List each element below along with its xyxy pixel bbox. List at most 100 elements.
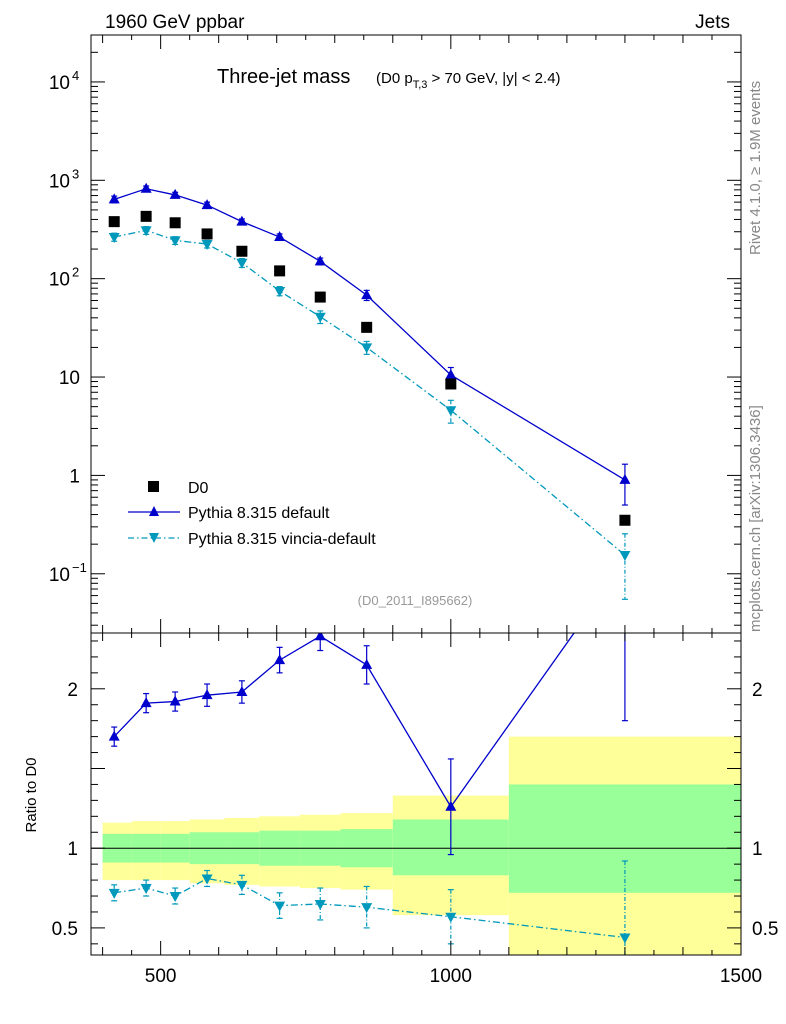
ratio-pythia-default-point xyxy=(140,697,152,708)
x-tick-label: 1000 xyxy=(430,966,472,987)
ratio-vincia-point xyxy=(236,880,248,891)
ratio-band-inner xyxy=(508,784,741,893)
chart-title: Three-jet mass xyxy=(217,66,350,88)
pythia-default-point xyxy=(619,473,631,484)
chart-subtitle-post: > 70 GeV, |y| < 2.4) xyxy=(427,70,560,87)
ratio-vincia-point xyxy=(108,888,120,899)
ratio-y-tick-label: 1 xyxy=(67,839,78,860)
ratio-ticks: 500 1000 1500 0.5 0.5 1 1 2 2 xyxy=(52,633,778,987)
ratio-y-tick-label-right: 0.5 xyxy=(752,919,778,940)
pythia-default-point xyxy=(201,199,213,210)
y-tick-label: 10 xyxy=(49,270,70,291)
ratio-y-tick-label-right: 2 xyxy=(752,680,763,701)
d0-point xyxy=(201,228,213,240)
d0-point xyxy=(619,514,631,526)
legend-marker-pythia-default xyxy=(149,506,159,516)
y-tick-exponent: 3 xyxy=(72,166,79,181)
ratio-vincia-point xyxy=(619,933,631,944)
vincia-point xyxy=(314,312,326,323)
vincia-point xyxy=(236,258,248,269)
ratio-pythia-default-point xyxy=(361,658,373,669)
mcplots-label: mcplots.cern.ch [arXiv:1306.3436] xyxy=(747,405,764,632)
chart-subtitle: (D0 pT,3 > 70 GeV, |y| < 2.4) xyxy=(376,70,561,91)
y-tick-label: 10 xyxy=(49,565,70,586)
ratio-vincia-point xyxy=(314,899,326,910)
d0-point xyxy=(140,210,152,222)
d0-point xyxy=(108,216,120,228)
pythia-default-point xyxy=(108,193,120,204)
chart-subtitle-sub: T,3 xyxy=(413,79,428,91)
d0-point xyxy=(445,378,457,390)
pythia-default-point xyxy=(361,289,373,300)
d0-point xyxy=(236,245,248,257)
vincia-point xyxy=(108,233,120,244)
ratio-pythia-default-point xyxy=(169,695,181,706)
pythia-default-line xyxy=(114,188,626,481)
chart-subtitle-pre: (D0 p xyxy=(376,70,413,87)
ratio-pythia-default-point xyxy=(236,685,248,696)
y-tick-exponent: 2 xyxy=(72,265,79,280)
ratio-y-tick-label-right: 1 xyxy=(752,839,763,860)
vincia-point xyxy=(140,226,152,237)
ratio-pythia-default-point xyxy=(314,633,326,641)
header-process-label: Jets xyxy=(695,12,730,33)
legend-marker-d0 xyxy=(148,481,159,492)
vincia-point xyxy=(201,240,213,251)
d0-point xyxy=(169,217,181,229)
legend-label-d0: D0 xyxy=(188,480,209,497)
vincia-point xyxy=(169,236,181,247)
vincia-point xyxy=(274,286,286,297)
legend-label-pythia-default: Pythia 8.315 default xyxy=(188,505,330,522)
ratio-vincia-point xyxy=(361,903,373,914)
ratio-vincia-line xyxy=(114,877,626,939)
vincia-point xyxy=(619,551,631,562)
ratio-frame xyxy=(90,632,742,956)
y-tick-label: 10 xyxy=(49,171,70,192)
ratio-vincia-point xyxy=(445,912,457,923)
y-tick-label: 10 xyxy=(49,73,70,94)
pythia-default-point xyxy=(140,182,152,193)
main-series xyxy=(108,182,631,600)
ratio-y-tick-label: 0.5 xyxy=(52,919,78,940)
x-tick-label: 500 xyxy=(145,966,177,987)
y-tick-exponent: 4 xyxy=(72,68,79,83)
ratio-vincia-point xyxy=(274,901,286,912)
ratio-pythia-default-point xyxy=(201,689,213,700)
legend-label-vincia: Pythia 8.315 vincia-default xyxy=(188,531,376,548)
ratio-vincia-point xyxy=(201,874,213,885)
ratio-vincia-point xyxy=(169,892,181,903)
vincia-point xyxy=(361,343,373,354)
pythia-default-point xyxy=(445,368,457,379)
ratio-panel: 500 1000 1500 0.5 0.5 1 1 2 2 Ratio to D0 xyxy=(23,632,778,987)
ratio-pythia-default-line xyxy=(113,633,575,808)
d0-point xyxy=(314,291,326,303)
ratio-pythia-default-point xyxy=(274,654,286,665)
d0-point xyxy=(274,265,286,277)
d0-point xyxy=(361,321,373,333)
y-tick-exponent: −1 xyxy=(72,560,87,575)
ratio-pythia-default-point xyxy=(108,730,120,741)
ratio-vincia-point xyxy=(140,884,152,895)
header-energy-label: 1960 GeV ppbar xyxy=(105,12,245,33)
x-tick-label: 1500 xyxy=(720,966,762,987)
ratio-series xyxy=(108,633,631,955)
legend: D0 Pythia 8.315 default Pythia 8.315 vin… xyxy=(128,480,376,548)
vincia-line xyxy=(114,229,626,556)
ratio-pythia-default-point xyxy=(445,800,457,811)
ratio-uncertainty-bands xyxy=(91,736,741,955)
analysis-id: (D0_2011_I895662) xyxy=(358,593,473,608)
ratio-ylabel: Ratio to D0 xyxy=(23,757,40,832)
legend-marker-vincia xyxy=(149,533,159,543)
y-tick-label: 10 xyxy=(59,368,80,389)
pythia-default-point xyxy=(314,255,326,266)
y-tick-label: 1 xyxy=(69,466,80,487)
ratio-y-tick-label: 2 xyxy=(67,680,78,701)
rivet-label: Rivet 4.1.0, ≥ 1.9M events xyxy=(747,81,764,255)
pythia-default-point xyxy=(169,188,181,199)
pythia-default-point xyxy=(274,231,286,242)
pythia-default-point xyxy=(236,215,248,226)
vincia-point xyxy=(445,406,457,417)
